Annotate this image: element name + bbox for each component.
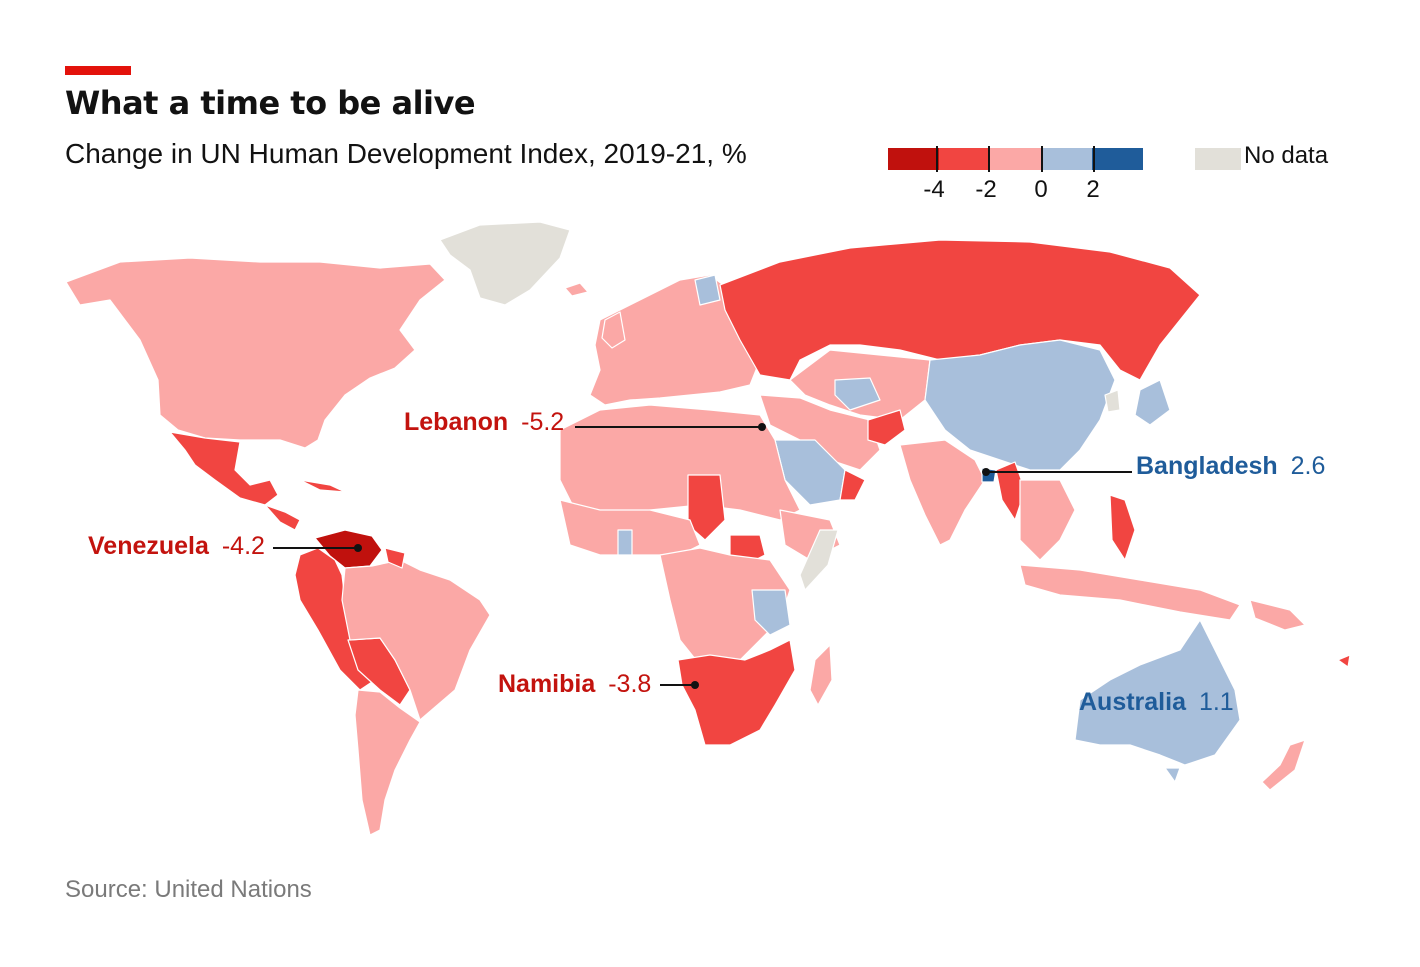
mexico-central-america xyxy=(169,431,279,506)
cuba xyxy=(299,479,346,493)
annotation-namibia xyxy=(660,681,699,689)
legend-tick-label: -2 xyxy=(975,176,997,203)
russia xyxy=(719,239,1201,381)
legend-swatch-strong-negative xyxy=(888,148,939,170)
label-australia: Australia 1.1 xyxy=(1079,688,1234,716)
label-australia-value: 1.1 xyxy=(1199,688,1234,716)
oman-yemen xyxy=(839,469,866,501)
legend-tick xyxy=(936,146,938,172)
uk xyxy=(601,311,626,349)
indonesia xyxy=(1019,564,1241,621)
label-venezuela-country: Venezuela xyxy=(88,532,210,560)
greenland xyxy=(439,221,571,306)
kazakh-pos-region xyxy=(834,377,881,411)
india-region xyxy=(899,439,986,546)
madagascar xyxy=(809,644,833,706)
label-lebanon: Lebanon -5.2 xyxy=(404,408,564,436)
world-map: Lebanon -5.2 Venezuela -4.2 Namibia -3.8… xyxy=(65,221,1351,836)
legend-swatch-slight-negative xyxy=(990,148,1041,170)
afghanistan xyxy=(867,409,906,446)
label-bangladesh-value: 2.6 xyxy=(1291,452,1326,480)
legend-swatch-negative xyxy=(939,148,990,170)
annotation-bangladesh xyxy=(982,468,1132,476)
fiji xyxy=(1337,654,1351,668)
legend: -4 -2 0 2 No data xyxy=(888,142,1348,206)
png xyxy=(1249,599,1306,631)
label-lebanon-value: -5.2 xyxy=(521,408,564,436)
label-australia-country: Australia xyxy=(1079,688,1187,716)
legend-no-data-label: No data xyxy=(1244,142,1329,169)
label-lebanon-country: Lebanon xyxy=(404,408,508,436)
brazil-region xyxy=(341,559,491,721)
label-venezuela: Venezuela -4.2 xyxy=(88,532,265,560)
china xyxy=(924,339,1116,471)
annotation-lebanon xyxy=(575,423,766,431)
korea-japan xyxy=(1134,379,1171,426)
philippines xyxy=(1109,494,1136,561)
label-bangladesh-country: Bangladesh xyxy=(1136,452,1278,480)
legend-tick-label: 0 xyxy=(1034,176,1048,203)
label-venezuela-value: -4.2 xyxy=(222,532,265,560)
southern-cone xyxy=(354,689,421,836)
chart-title: What a time to be alive xyxy=(65,84,476,122)
legend-tick xyxy=(988,146,990,172)
chad xyxy=(687,474,726,541)
legend-tick xyxy=(1093,146,1095,172)
ghana-region xyxy=(617,529,633,556)
tanzania xyxy=(751,589,791,636)
europe-landmass xyxy=(589,274,761,406)
australia xyxy=(1074,619,1241,766)
iceland xyxy=(564,282,589,297)
somalia xyxy=(799,529,839,591)
central-america-south xyxy=(264,504,301,531)
north-america-landmass xyxy=(65,257,446,449)
middle-east xyxy=(759,394,881,471)
label-bangladesh: Bangladesh 2.6 xyxy=(1136,452,1325,480)
legend-tick xyxy=(1041,146,1043,172)
label-namibia: Namibia -3.8 xyxy=(498,670,651,698)
annotation-venezuela xyxy=(273,544,362,552)
source-note: Source: United Nations xyxy=(65,876,312,903)
chart-subtitle: Change in UN Human Development Index, 20… xyxy=(65,138,747,169)
north-korea xyxy=(1104,389,1121,413)
north-africa xyxy=(559,404,801,521)
tasmania xyxy=(1164,767,1181,783)
label-namibia-country: Namibia xyxy=(498,670,596,698)
legend-tick-label: -4 xyxy=(923,176,945,203)
accent-bar xyxy=(65,66,131,75)
southern-africa xyxy=(677,639,796,746)
new-zealand xyxy=(1261,739,1306,791)
legend-tick-label: 2 xyxy=(1086,176,1100,203)
legend-swatch-positive xyxy=(1041,148,1092,170)
southeast-asia xyxy=(1019,479,1076,561)
legend-swatch-strong-positive xyxy=(1092,148,1143,170)
guyana-region xyxy=(384,547,406,569)
label-namibia-value: -3.8 xyxy=(608,670,651,698)
scandinavia-positive xyxy=(694,274,721,306)
legend-swatch-no-data xyxy=(1195,148,1241,170)
